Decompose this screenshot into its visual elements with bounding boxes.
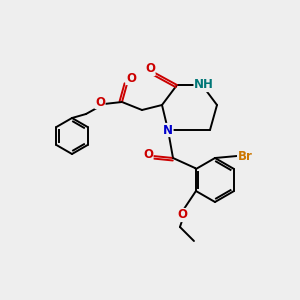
Text: N: N — [163, 124, 173, 136]
Text: O: O — [126, 71, 136, 85]
Text: Br: Br — [238, 149, 252, 163]
Text: NH: NH — [194, 79, 214, 92]
Text: O: O — [177, 208, 187, 221]
Text: O: O — [143, 148, 153, 161]
Text: O: O — [95, 95, 105, 109]
Text: O: O — [145, 62, 155, 76]
